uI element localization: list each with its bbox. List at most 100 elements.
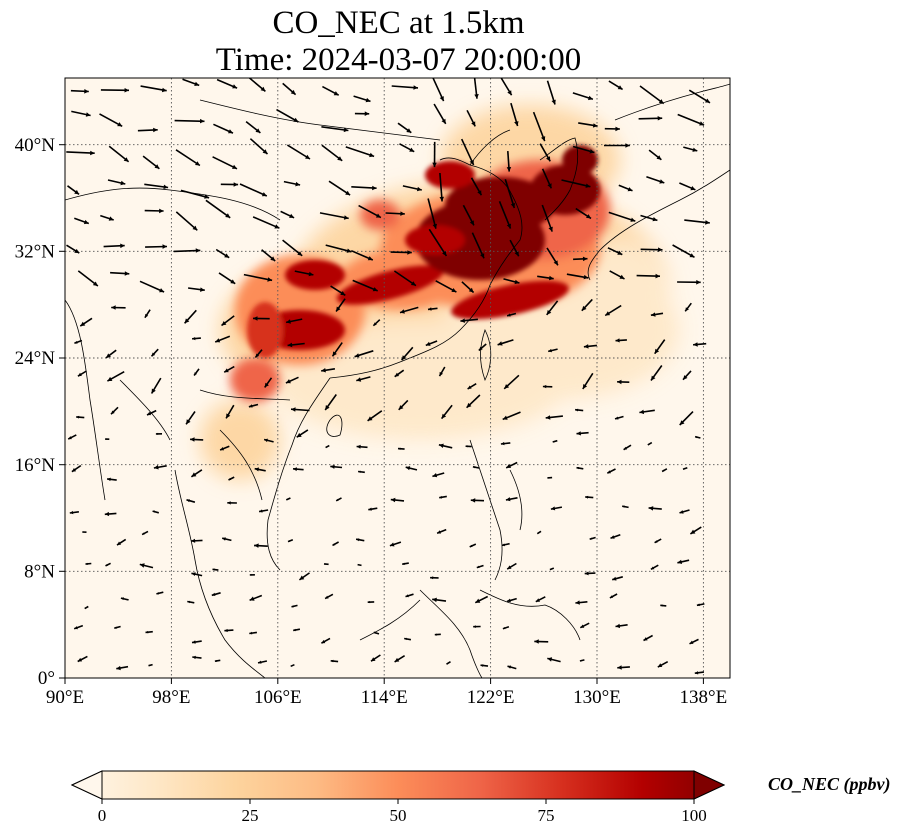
wind-arrow-head	[368, 507, 372, 511]
wind-arrow-head	[469, 220, 474, 226]
wind-arrow-head	[258, 660, 262, 664]
wind-arrow-head	[224, 253, 230, 258]
wind-arrow-head	[696, 280, 701, 285]
wind-arrow-head	[551, 99, 556, 105]
wind-arrow-head	[465, 445, 468, 448]
wind-arrow-head	[695, 436, 698, 439]
wind-arrow-shaft	[439, 172, 443, 202]
wind-arrow-head	[659, 179, 665, 184]
wind-arrow-head	[589, 149, 595, 154]
wind-arrow-head	[510, 203, 516, 208]
wind-arrow-head	[293, 117, 299, 122]
wind-arrow-shaft	[66, 151, 95, 154]
wind-arrow-head	[332, 351, 337, 357]
wind-arrow-head	[340, 291, 346, 296]
wind-arrow-head	[405, 466, 411, 471]
wind-arrow-head	[254, 543, 259, 548]
wind-arrow-head	[588, 95, 593, 101]
wind-arrow-head	[255, 128, 261, 133]
wind-arrow-head	[154, 164, 160, 169]
wind-arrow-head	[191, 538, 196, 543]
wind-arrow-head	[541, 136, 546, 142]
wind-arrow-head	[192, 640, 196, 644]
wind-arrow-head	[389, 542, 395, 547]
wind-arrow-head	[582, 384, 588, 389]
wind-arrow-shaft	[460, 138, 475, 166]
wind-arrow-head	[480, 253, 485, 259]
co-concentration-field	[65, 78, 730, 678]
wind-arrow-head	[293, 628, 296, 632]
wind-arrow-head	[108, 216, 114, 221]
wind-arrow-head	[371, 657, 376, 662]
wind-arrow-head	[286, 319, 291, 324]
wind-arrow-head	[190, 437, 195, 442]
wind-arrow-shaft	[212, 156, 238, 170]
wind-arrow-head	[365, 97, 371, 103]
wind-arrow-head	[689, 253, 695, 258]
wind-arrow-head	[106, 353, 111, 358]
wind-arrow-head	[114, 626, 117, 629]
wind-arrow-head	[651, 375, 656, 381]
wind-arrow-head	[192, 655, 196, 660]
wind-arrow-head	[264, 382, 269, 388]
wind-arrow-head	[372, 185, 377, 191]
wind-arrow-head	[407, 250, 412, 255]
lon-tick-labels: 90°E 98°E 106°E 114°E 122°E 130°E 138°E	[46, 687, 727, 708]
wind-arrow-head	[343, 215, 349, 220]
wind-arrow-head	[305, 154, 310, 159]
wind-arrow-head	[446, 662, 449, 665]
wind-arrow-head	[650, 312, 656, 317]
lon-tick-label: 130°E	[573, 687, 621, 708]
wind-arrow-head	[677, 559, 683, 564]
wind-arrow-head	[617, 665, 622, 670]
wind-arrow-head	[85, 562, 88, 565]
wind-arrow-head	[609, 595, 614, 598]
wind-arrow-head	[690, 529, 696, 534]
wind-arrow-head	[159, 208, 164, 214]
wind-arrow-head	[416, 186, 422, 192]
wind-arrow-head	[321, 639, 326, 644]
wind-arrow-head	[232, 84, 238, 89]
wind-arrow-head	[74, 189, 80, 195]
wind-arrow-head	[451, 288, 457, 293]
gridlines	[65, 78, 730, 678]
wind-arrow-head	[84, 89, 89, 94]
wind-arrow-head	[662, 469, 665, 472]
wind-arrow-head	[394, 657, 400, 662]
wind-arrow-head	[356, 377, 362, 382]
wind-arrow-head	[262, 149, 268, 154]
wind-arrow-head	[142, 532, 145, 535]
wind-arrow-head	[690, 186, 696, 191]
wind-arrow-head	[139, 563, 145, 568]
wind-arrow-head	[607, 470, 611, 474]
wind-arrow-head	[373, 322, 377, 326]
wind-arrow-head	[270, 256, 276, 261]
wind-arrow-head	[650, 566, 655, 570]
wind-arrow-shaft	[248, 78, 266, 93]
wind-arrow-head	[332, 543, 336, 546]
wind-arrow-head	[586, 214, 591, 219]
wind-arrow-head	[432, 597, 437, 603]
lat-tick-labels: 0° 8°N 16°N 24°N 32°N 40°N	[15, 135, 56, 689]
wind-arrow-head	[696, 603, 700, 607]
wind-arrow-head	[502, 626, 506, 630]
lat-tick-label: 32°N	[15, 242, 56, 263]
wind-arrow-head	[535, 598, 540, 602]
wind-arrow-head	[191, 572, 196, 576]
wind-arrow-head	[432, 162, 437, 168]
wind-arrow-head	[547, 657, 553, 662]
wind-arrow-head	[194, 81, 200, 86]
wind-arrow-head	[253, 316, 258, 321]
wind-arrow-head	[610, 535, 615, 539]
wind-arrow-head	[291, 407, 296, 412]
wind-arrow-head	[296, 432, 302, 438]
wind-arrow-head	[325, 405, 330, 410]
wind-arrow-shaft	[239, 183, 268, 197]
wind-arrow-head	[581, 305, 587, 311]
wind-arrow-head	[184, 318, 190, 324]
wind-arrow-head	[478, 346, 483, 351]
wind-arrow-head	[152, 510, 156, 513]
wind-arrow-head	[84, 607, 87, 609]
lat-tick-label: 24°N	[15, 348, 56, 369]
wind-arrow-head	[545, 415, 551, 420]
